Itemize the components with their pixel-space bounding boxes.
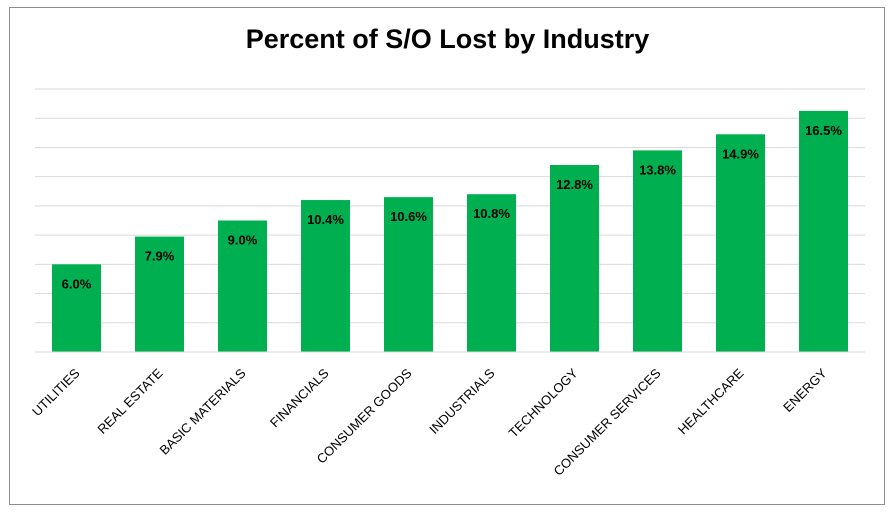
category-label: ENERGY — [780, 365, 830, 415]
data-label: 6.0% — [62, 276, 92, 291]
bar — [384, 197, 433, 352]
bar — [467, 194, 516, 352]
bar — [135, 236, 184, 352]
bar — [301, 200, 350, 352]
category-label: UTILITIES — [29, 365, 83, 419]
bar — [799, 110, 848, 353]
category-label: HEALTHCARE — [675, 365, 747, 437]
chart-title: Percent of S/O Lost by Industry — [245, 24, 650, 54]
bar — [218, 220, 267, 352]
category-label: FINANCIALS — [267, 365, 332, 430]
category-label: CONSUMER GOODS — [314, 365, 415, 466]
data-label: 10.8% — [473, 206, 510, 221]
data-label: 14.9% — [722, 146, 759, 161]
data-label: 16.5% — [805, 123, 842, 138]
category-label: TECHNOLOGY — [506, 365, 581, 440]
bar — [716, 134, 765, 352]
data-label: 10.6% — [390, 209, 427, 224]
category-label: REAL ESTATE — [94, 365, 165, 436]
category-label: BASIC MATERIALS — [156, 365, 248, 457]
category-label: INDUSTRIALS — [426, 365, 498, 437]
bar — [633, 150, 682, 352]
data-label: 13.8% — [639, 162, 676, 177]
data-label: 10.4% — [307, 212, 344, 227]
data-label: 7.9% — [145, 249, 175, 264]
data-label: 9.0% — [228, 233, 258, 248]
bar — [52, 264, 101, 352]
bar — [550, 164, 599, 352]
data-label: 12.8% — [556, 177, 593, 192]
